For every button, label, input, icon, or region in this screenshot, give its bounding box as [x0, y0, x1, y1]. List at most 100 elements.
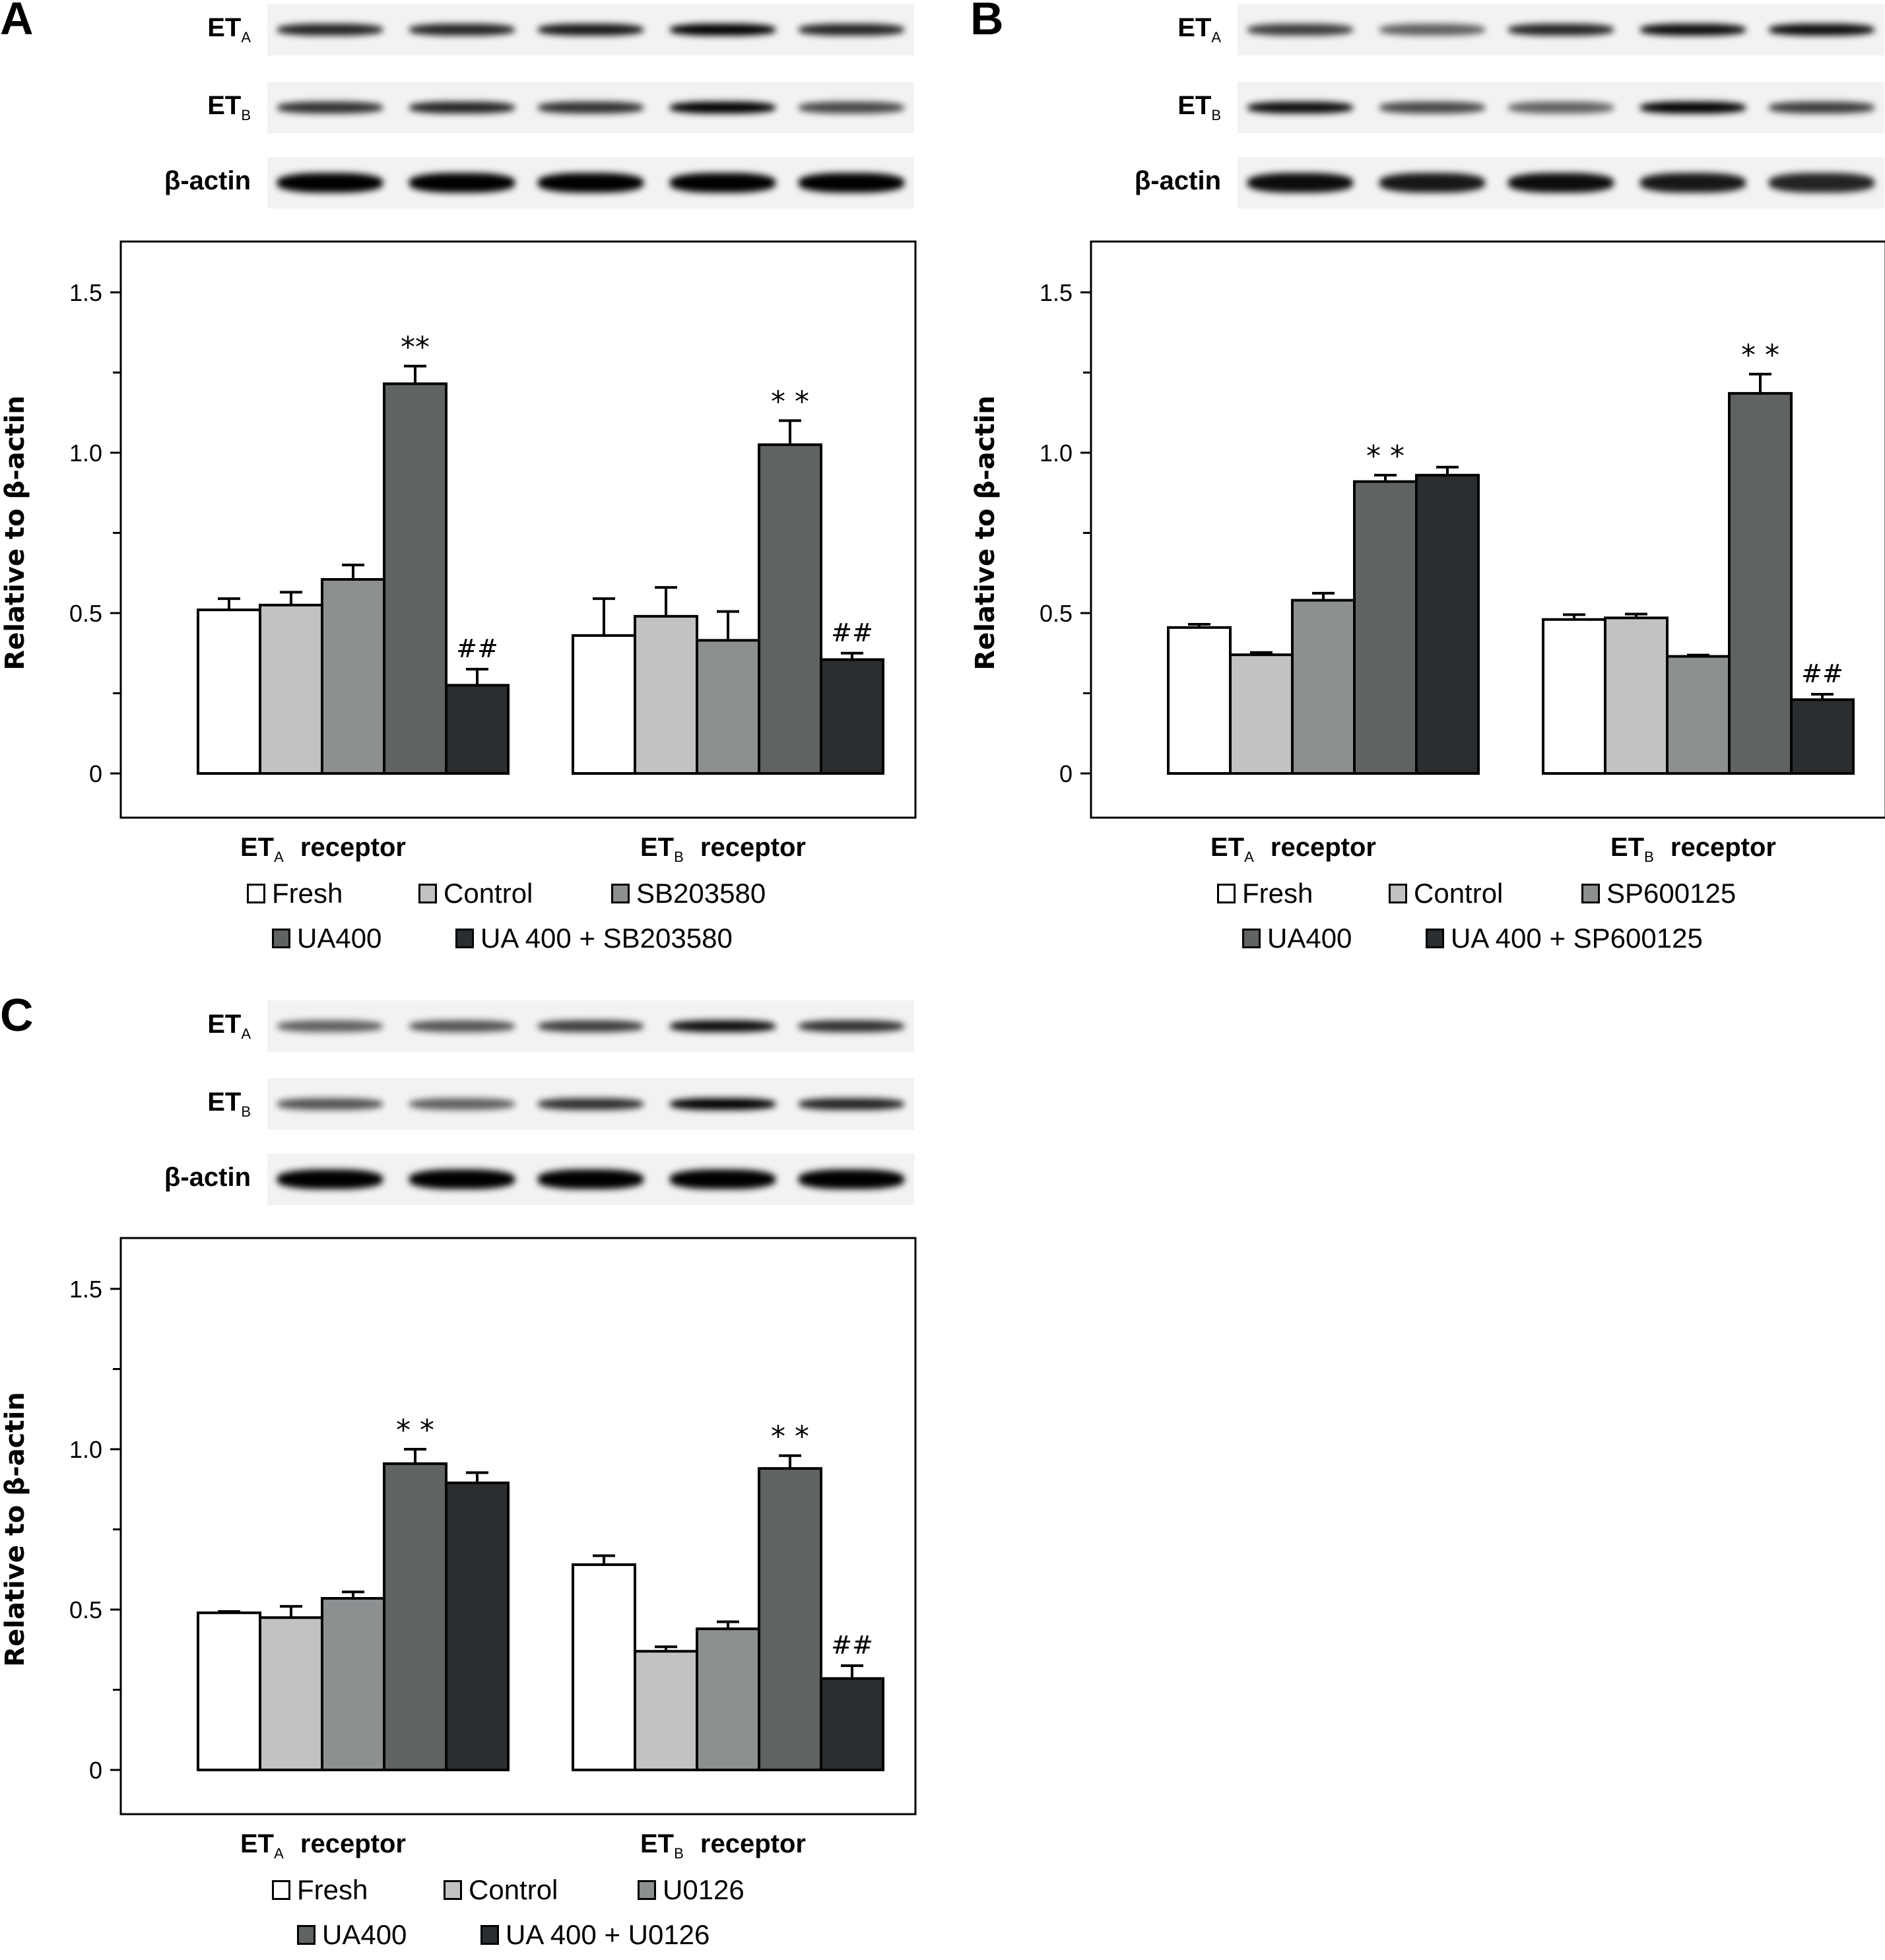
blot-band: [277, 1098, 383, 1110]
blot-band: [277, 1020, 383, 1032]
plot-frame: [119, 240, 917, 819]
bar: [758, 1467, 822, 1771]
legend-item: UA400: [1242, 923, 1352, 954]
legend-item: UA400: [297, 1919, 407, 1951]
legend-item: Fresh: [247, 878, 343, 909]
group-label-suffix: receptor: [692, 1829, 806, 1858]
blot-band: [799, 1098, 904, 1110]
blot-band: [538, 1169, 644, 1189]
blot-band: [670, 1169, 776, 1189]
legend-swatch: [272, 929, 290, 948]
group-label-sub: A: [274, 1845, 284, 1862]
group-label: ETB receptor: [640, 1829, 806, 1862]
blot-band: [1247, 173, 1353, 193]
panel-a: A ETA ETB β-actin 0 0.5 1.0 1.5 Relative to β-a…: [0, 0, 937, 964]
y-tick-label: 0.5: [69, 1596, 102, 1623]
blot-band: [409, 173, 515, 193]
hash-annotation: ##: [831, 1631, 873, 1660]
legend-item: U0126: [638, 1874, 744, 1906]
blot-band: [799, 24, 904, 36]
blot-band: [277, 173, 383, 193]
bar: [696, 1627, 760, 1771]
y-tick-label: 1.0: [69, 440, 102, 467]
group-label-main: ET: [1210, 833, 1245, 862]
group-label-sub: A: [274, 849, 284, 865]
y-tick-label: 1.5: [69, 279, 102, 306]
blot-label-main: ET: [1177, 13, 1212, 42]
blot-band: [1508, 24, 1614, 36]
bar: [1167, 626, 1232, 775]
group-label: ETB receptor: [640, 833, 806, 866]
blot-band: [277, 1169, 383, 1189]
group-label-sub: B: [674, 1845, 684, 1862]
blot-band: [409, 24, 515, 36]
bar: [259, 1616, 323, 1772]
blot-band: [1508, 173, 1614, 193]
legend-item: Fresh: [1217, 878, 1313, 909]
y-tick-label: 0.5: [69, 600, 102, 627]
blot-band: [277, 24, 383, 36]
blot-band: [670, 1020, 776, 1032]
significance-annotation: * *: [1366, 440, 1405, 473]
blot-band: [1379, 173, 1485, 193]
blot-label-sub: A: [241, 29, 251, 46]
y-tick-label: 1.0: [69, 1436, 102, 1463]
blot-band: [799, 102, 904, 114]
group-label-main: ET: [240, 833, 275, 862]
legend-label: Fresh: [272, 878, 343, 909]
legend-swatch: [1389, 884, 1407, 903]
group-label-suffix: receptor: [292, 1829, 406, 1858]
blot-band: [538, 102, 644, 114]
legend-swatch: [455, 929, 474, 948]
bar: [445, 684, 510, 775]
blot-band: [670, 24, 776, 36]
bar: [383, 382, 447, 775]
blot-label-sub: B: [241, 1103, 251, 1120]
group-label-suffix: receptor: [1663, 833, 1776, 862]
blot-label: ETA: [1089, 13, 1221, 46]
significance-annotation: **: [401, 331, 430, 364]
blot-band: [1247, 102, 1353, 114]
bar: [445, 1482, 510, 1772]
significance-annotation: * *: [1741, 339, 1779, 372]
plot-frame: [119, 1237, 917, 1815]
blot-label-sub: A: [1211, 29, 1221, 46]
blot-label: β-actin: [119, 166, 251, 196]
y-axis-label: Relative to β-actin: [0, 395, 30, 670]
legend-label: UA 400 + SB203580: [480, 923, 733, 954]
legend-label: Control: [469, 1874, 558, 1905]
legend-item: Control: [418, 878, 533, 909]
bar: [634, 614, 698, 775]
blot-band: [277, 102, 383, 114]
group-label: ETA receptor: [240, 833, 406, 866]
panel-letter: A: [0, 0, 34, 44]
western-blot-strip: [267, 1154, 914, 1205]
y-tick-label: 0: [89, 760, 102, 787]
legend-item: Control: [444, 1874, 558, 1906]
blot-label-main: β-actin: [164, 166, 251, 195]
blot-band: [799, 173, 904, 193]
group-label: ETA receptor: [240, 1829, 406, 1862]
bar: [572, 634, 636, 775]
blot-label-main: ET: [1177, 91, 1212, 120]
group-label-sub: A: [1244, 849, 1254, 865]
significance-annotation: * *: [771, 385, 809, 418]
blot-band: [670, 173, 776, 193]
blot-label-main: ET: [207, 91, 242, 120]
y-tick-label: 0: [1059, 760, 1073, 787]
legend-swatch: [611, 884, 630, 903]
bar-chart: 0 0.5 1.0 1.5 Relative to β-actin * * * * ##: [0, 1237, 917, 1815]
significance-annotation: * *: [396, 1414, 434, 1447]
legend-label: Control: [444, 878, 533, 909]
blot-band: [409, 1098, 515, 1110]
western-blot-strip: [267, 1000, 914, 1052]
legend-swatch: [1581, 884, 1600, 903]
legend-item: UA 400 + SB203580: [455, 923, 733, 954]
legend-label: SP600125: [1606, 878, 1736, 909]
group-label-main: ET: [640, 833, 675, 862]
legend-swatch: [444, 1880, 462, 1900]
group-label-main: ET: [1610, 833, 1645, 862]
bar: [1728, 392, 1793, 775]
blot-band: [409, 102, 515, 114]
group-label: ETA receptor: [1210, 833, 1376, 866]
